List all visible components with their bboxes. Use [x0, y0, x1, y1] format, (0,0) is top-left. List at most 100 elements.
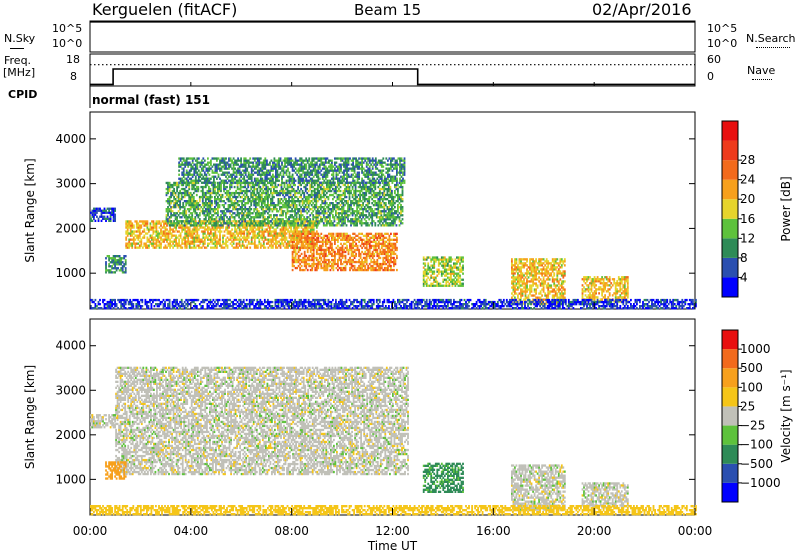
data-cell: [335, 185, 337, 189]
data-cell: [271, 204, 274, 207]
data-cell: [242, 200, 245, 203]
data-cell: [176, 216, 179, 219]
data-cell: [372, 185, 375, 189]
data-cell: [357, 206, 360, 209]
data-cell: [241, 191, 244, 195]
data-cell: [288, 177, 291, 180]
data-cell: [267, 212, 269, 215]
data-cell: [395, 200, 398, 203]
data-cell: [335, 238, 338, 242]
data-cell: [232, 202, 235, 205]
data-cell: [191, 224, 194, 227]
data-cell: [190, 177, 193, 180]
data-cell: [250, 181, 253, 184]
data-cell: [335, 204, 337, 207]
data-cell: [291, 198, 294, 201]
data-cell: [128, 246, 131, 249]
data-cell: [129, 224, 132, 227]
data-cell: [303, 195, 306, 199]
data-cell: [175, 238, 178, 241]
data-cell: [350, 244, 353, 248]
data-cell: [351, 222, 354, 225]
data-cell: [262, 163, 265, 166]
data-cell: [372, 220, 375, 223]
data-cell: [304, 198, 307, 201]
data-cell: [368, 246, 371, 250]
data-cell: [203, 206, 206, 209]
data-cell: [326, 234, 329, 238]
data-cell: [222, 246, 224, 249]
data-cell: [172, 240, 175, 243]
data-cell: [371, 220, 374, 223]
data-cell: [129, 234, 132, 237]
data-cell: [193, 173, 196, 176]
data-cell: [264, 222, 267, 225]
data-cell: [204, 202, 207, 205]
data-cell: [182, 159, 185, 162]
data-cell: [167, 191, 169, 195]
data-cell: [356, 268, 359, 272]
data-cell: [401, 200, 404, 203]
data-cell: [226, 163, 229, 166]
data-cell: [206, 206, 209, 209]
data-cell: [335, 191, 337, 195]
data-cell: [355, 238, 358, 242]
data-cell: [273, 216, 275, 219]
data-cell: [177, 220, 180, 223]
data-cell: [292, 216, 295, 219]
data-cell: [395, 216, 398, 219]
data-cell: [278, 163, 280, 166]
data-cell: [362, 191, 365, 195]
data-cell: [374, 266, 377, 270]
data-cell: [188, 228, 191, 231]
data-cell: [318, 234, 321, 238]
data-cell: [337, 258, 339, 262]
data-cell: [214, 218, 216, 221]
data-cell: [247, 161, 250, 164]
data-cell: [282, 159, 285, 162]
data-cell: [201, 200, 204, 203]
data-cell: [151, 234, 153, 237]
data-cell: [274, 181, 277, 185]
data-cell: [173, 189, 176, 193]
data-cell: [266, 161, 268, 164]
data-cell: [390, 248, 392, 252]
data-cell: [197, 181, 200, 185]
data-cell: [260, 206, 263, 209]
data-cell: [185, 171, 188, 174]
data-cell: [273, 208, 275, 211]
data-cell: [165, 208, 168, 211]
data-cell: [125, 230, 128, 233]
data-cell: [167, 238, 170, 241]
data-cell: [247, 171, 250, 174]
data-cell: [174, 191, 177, 195]
data-cell: [309, 230, 312, 233]
data-cell: [282, 218, 284, 221]
data-cell: [371, 187, 374, 191]
data-cell: [303, 191, 306, 195]
data-cell: [290, 157, 293, 160]
data-cell: [281, 242, 283, 245]
data-cell: [391, 204, 393, 207]
data-cell: [234, 236, 237, 239]
data-cell: [248, 224, 251, 227]
data-cell: [242, 208, 245, 211]
data-cell: [308, 256, 311, 260]
data-cell: [167, 232, 170, 235]
data-cell: [350, 262, 353, 266]
data-cell: [300, 264, 303, 268]
region-3: [178, 157, 406, 184]
data-cell: [197, 177, 200, 180]
data-cell: [229, 159, 232, 162]
data-cell: [299, 165, 302, 168]
data-cell: [138, 236, 141, 239]
data-cell: [312, 242, 315, 246]
data-cell: [257, 191, 260, 195]
data-cell: [313, 200, 316, 203]
data-cell: [326, 240, 329, 244]
data-cell: [179, 177, 182, 180]
data-cell: [168, 202, 171, 205]
data-cell: [175, 236, 178, 239]
data-cell: [364, 246, 367, 250]
data-cell: [347, 200, 349, 203]
